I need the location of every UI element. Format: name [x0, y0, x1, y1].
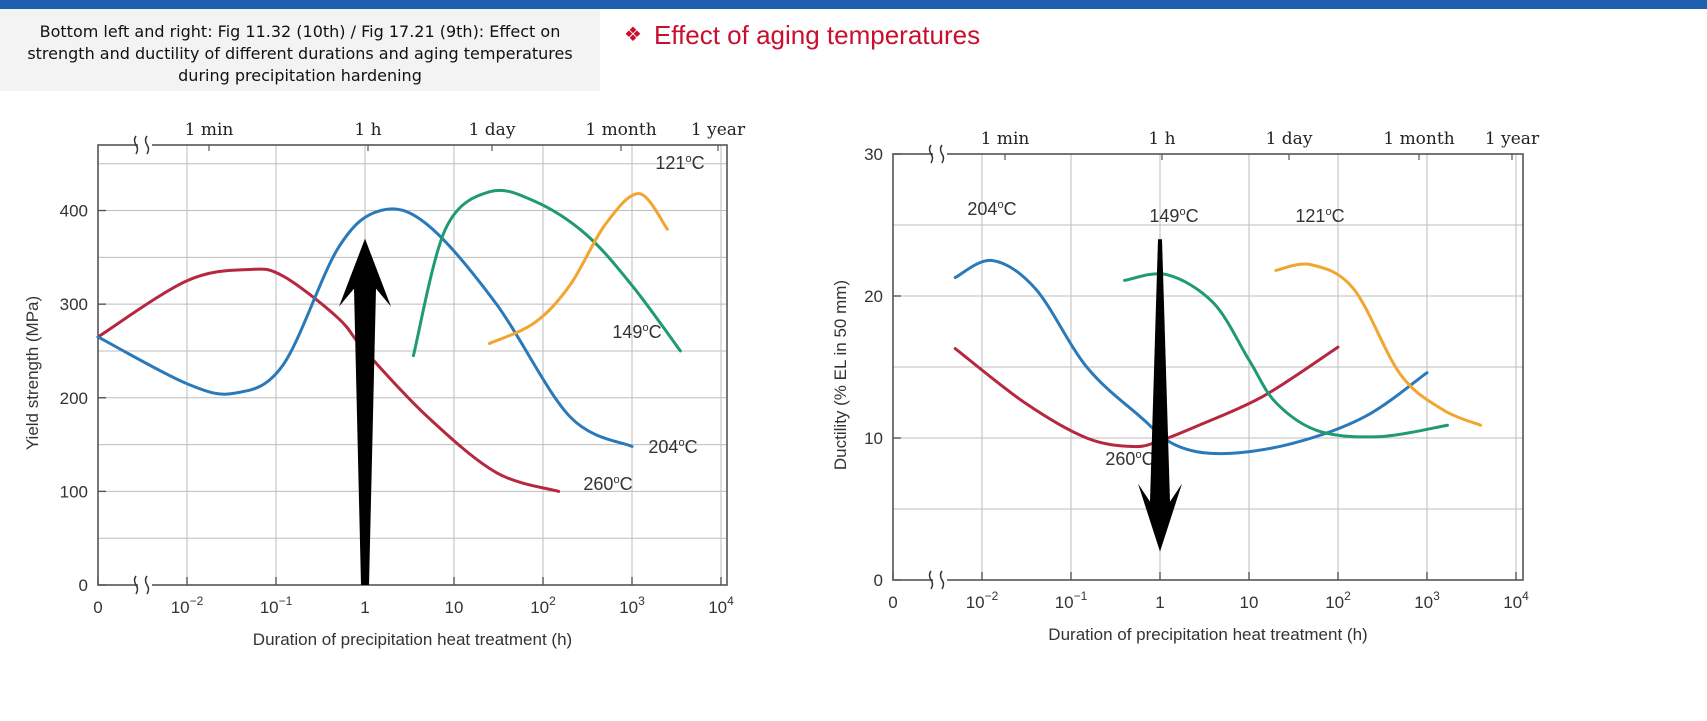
x-tick-label: 104 — [1503, 589, 1529, 612]
arrow-up-icon — [339, 238, 391, 586]
x-tick-label: 102 — [530, 594, 556, 617]
x-tick-label: 102 — [1325, 589, 1351, 612]
top-time-label: 1 h — [1148, 129, 1175, 149]
series-line-260c — [953, 345, 1340, 449]
temperature-annotation: 149oC — [1149, 206, 1198, 226]
top-time-label: 1 day — [469, 120, 516, 140]
slide-title-text: Effect of aging temperatures — [653, 20, 981, 50]
top-time-label: 1 day — [1266, 129, 1313, 149]
x-tick-label: 104 — [708, 594, 734, 617]
y-axis-label: Ductility (% EL in 50 mm) — [831, 280, 850, 470]
temperature-annotation: 260oC — [1105, 449, 1154, 469]
y-tick-label: 300 — [60, 295, 88, 314]
top-time-label: 1 year — [691, 120, 746, 140]
axis-break-icon — [939, 570, 945, 590]
top-time-label: 1 year — [1485, 129, 1540, 149]
y-axis-label: Yield strength (MPa) — [23, 296, 42, 450]
top-time-label: 1 min — [185, 120, 234, 140]
y-tick-label: 400 — [60, 202, 88, 221]
temperature-annotation: 204oC — [967, 199, 1016, 219]
x-tick-label: 1 — [1155, 593, 1164, 612]
temperature-annotation: 260oC — [583, 474, 632, 494]
diamond-bullet-icon: ❖ — [624, 24, 642, 46]
x-tick-label: 10−1 — [260, 594, 293, 617]
x-axis-label: Duration of precipitation heat treatment… — [253, 630, 572, 649]
series-line-121c — [1274, 262, 1483, 427]
yield-strength-chart: 0 10−2 10−1 1 10 102 103 104 0 100 200 300 400 1 min 1… — [23, 120, 746, 649]
arrow-down-icon — [1138, 239, 1182, 552]
figure-caption: Bottom left and right: Fig 11.32 (10th) … — [27, 22, 573, 85]
x-tick-label: 10−2 — [171, 594, 204, 617]
series-line-149c — [411, 188, 682, 358]
x-tick-label: 103 — [1414, 589, 1440, 612]
x-tick-label: 10 — [445, 598, 464, 617]
x-tick-label: 103 — [619, 594, 645, 617]
temperature-annotation: 204oC — [648, 437, 697, 457]
top-time-label: 1 min — [981, 129, 1030, 149]
ductility-chart: 0 10−2 10−1 1 10 102 103 104 0 10 20 30 1 min 1 h 1 da… — [831, 129, 1540, 644]
y-tick-label: 100 — [60, 482, 88, 501]
axis-break-icon — [928, 144, 934, 164]
axis-break-gap — [138, 582, 152, 588]
plot-frame — [892, 153, 1524, 581]
x-tick-label: 0 — [93, 598, 102, 617]
top-time-label: 1 month — [585, 120, 656, 140]
x-axis-label: Duration of precipitation heat treatment… — [1048, 625, 1367, 644]
x-tick-label: 0 — [888, 593, 897, 612]
x-tick-label: 1 — [360, 598, 369, 617]
axis-break-icon — [133, 575, 139, 595]
axis-break-gap — [933, 151, 947, 157]
y-tick-label: 30 — [864, 145, 883, 164]
top-time-label: 1 month — [1383, 129, 1454, 149]
y-tick-label: 20 — [864, 287, 883, 306]
y-tick-label: 0 — [79, 576, 88, 595]
y-tick-label: 10 — [864, 429, 883, 448]
caption-box: Bottom left and right: Fig 11.32 (10th) … — [0, 9, 600, 91]
temperature-annotation: 149oC — [612, 322, 661, 342]
plot-frame — [97, 144, 728, 586]
axis-break-icon — [939, 144, 945, 164]
axis-break-icon — [144, 575, 150, 595]
axis-break-icon — [928, 570, 934, 590]
temperature-annotation: 121oC — [655, 153, 704, 173]
x-tick-label: 10−2 — [966, 589, 999, 612]
slide-title: ❖ Effect of aging temperatures — [624, 20, 980, 51]
series-line-121c — [487, 192, 669, 345]
top-time-label: 1 h — [354, 120, 381, 140]
temperature-annotation: 121oC — [1295, 206, 1344, 226]
y-tick-label: 200 — [60, 389, 88, 408]
series-line-149c — [1123, 272, 1450, 439]
series-line-260c — [96, 267, 561, 493]
axis-break-icon — [144, 135, 150, 155]
title-accent-bar — [0, 0, 1707, 9]
x-tick-label: 10 — [1240, 593, 1259, 612]
x-tick-label: 10−1 — [1055, 589, 1088, 612]
axis-break-gap — [138, 142, 152, 148]
series-line-204c — [96, 207, 634, 448]
axis-break-icon — [133, 135, 139, 155]
y-tick-label: 0 — [874, 571, 883, 590]
series-line-204c — [953, 258, 1429, 456]
axis-break-gap — [933, 577, 947, 583]
